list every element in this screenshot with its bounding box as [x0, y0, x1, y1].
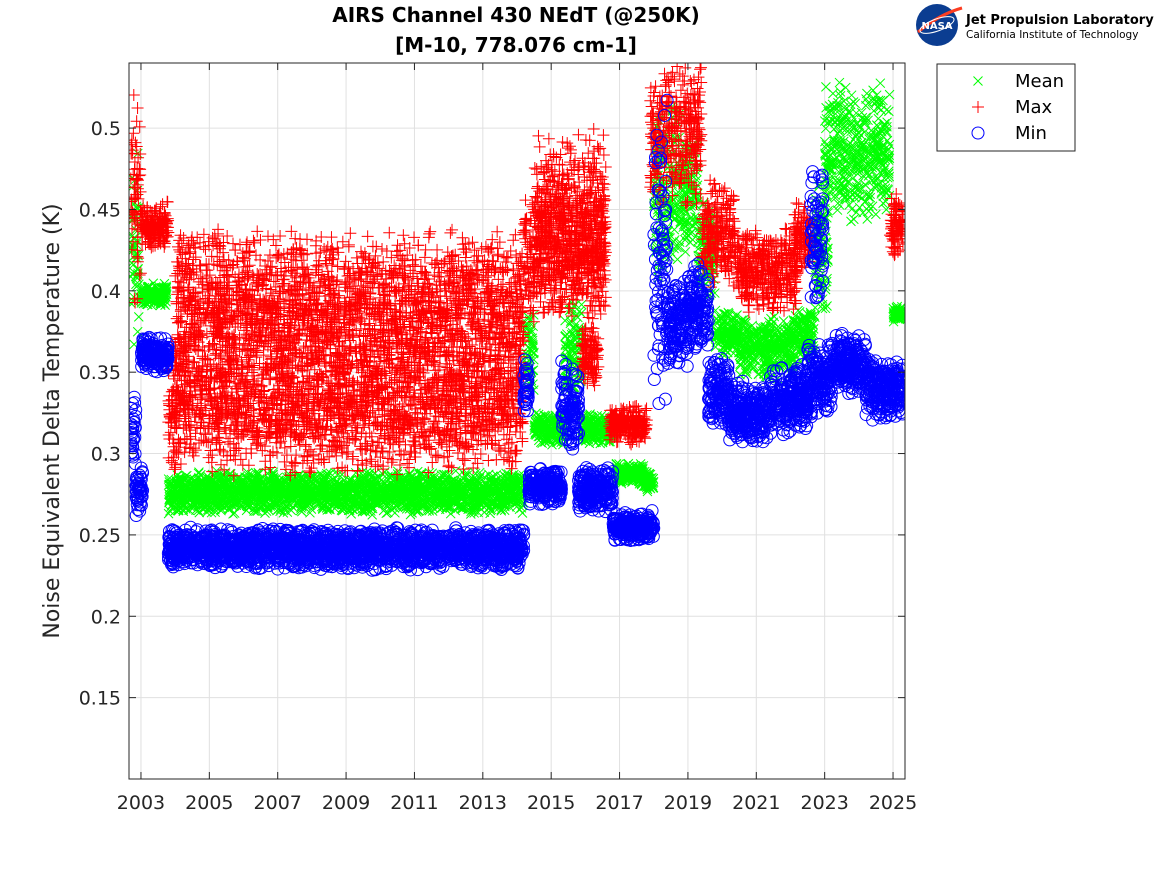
mean-point: [133, 312, 144, 322]
mean-point: [129, 230, 138, 241]
mean-point: [139, 288, 149, 298]
mean-point: [129, 292, 139, 302]
chart-title-line-2: [M-10, 778.076 cm-1]: [395, 33, 637, 57]
mean-point: [160, 283, 170, 294]
mean-point: [145, 286, 155, 297]
mean-point: [157, 293, 168, 303]
chart-title-line-1: AIRS Channel 430 NEdT (@250K): [332, 3, 700, 27]
mean-point: [129, 258, 137, 268]
mean-point: [129, 298, 136, 308]
mean-point: [163, 508, 174, 519]
mean-point: [129, 271, 136, 282]
data-points: [129, 63, 905, 577]
mean-point: [150, 289, 161, 300]
mean-point: [159, 293, 170, 303]
